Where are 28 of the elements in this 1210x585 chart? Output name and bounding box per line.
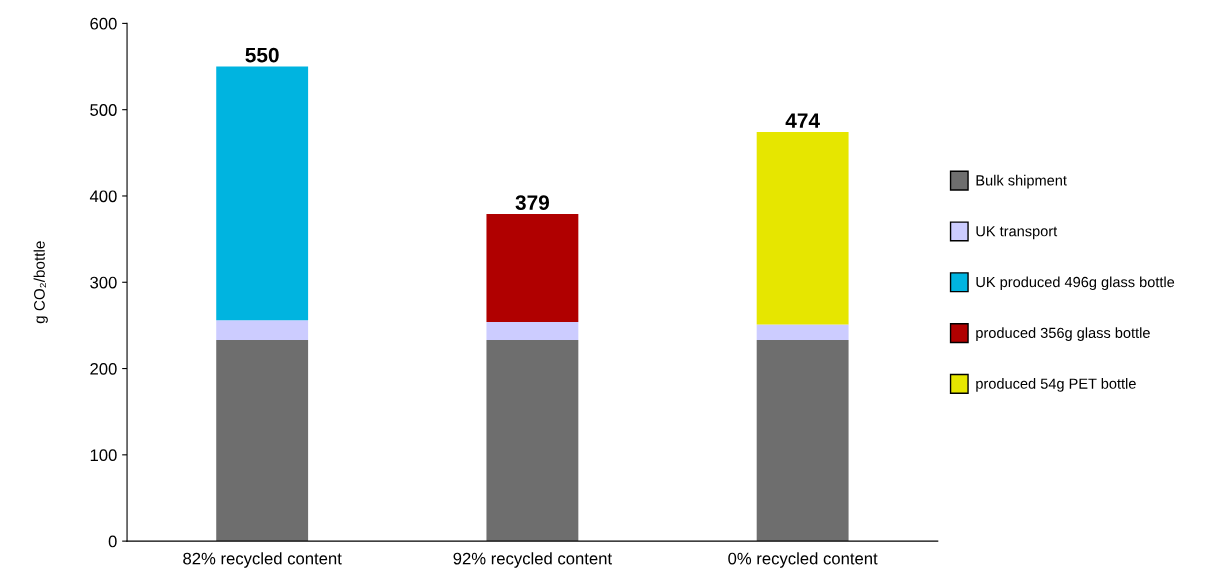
bar [486,321,579,341]
total-label: 379 [515,195,550,211]
x-tick-label: 82% recycled content [183,552,342,568]
y-axis-title: g CO₂/bottle [33,241,48,324]
x-tick-label: 92% recycled content [453,552,612,568]
x-tick-label: 0% recycled content [728,552,878,568]
y-tick-label: 100 [90,449,117,462]
bar [216,320,309,341]
bar [756,340,849,542]
y-tick-label: 300 [90,276,117,289]
legend-label: UK produced 496g glass bottle [976,276,1175,291]
bar [486,340,579,542]
bar [756,324,849,341]
legend-label: Bulk shipment [976,174,1067,189]
legend-label: UK transport [976,226,1058,240]
bar [216,66,309,321]
legend-label: produced 356g glass bottle [976,327,1150,341]
y-tick-label: 600 [90,17,117,30]
legend-label: produced 54g PET bottle [976,378,1136,392]
bar [756,132,849,325]
y-tick-label: 200 [90,362,117,375]
bar [216,340,309,542]
y-tick-label: 400 [89,190,117,203]
y-tick-label: 0 [108,535,117,548]
total-label: 474 [785,113,820,128]
total-label: 550 [245,47,279,63]
y-tick-label: 500 [90,104,117,116]
bar [486,214,579,322]
